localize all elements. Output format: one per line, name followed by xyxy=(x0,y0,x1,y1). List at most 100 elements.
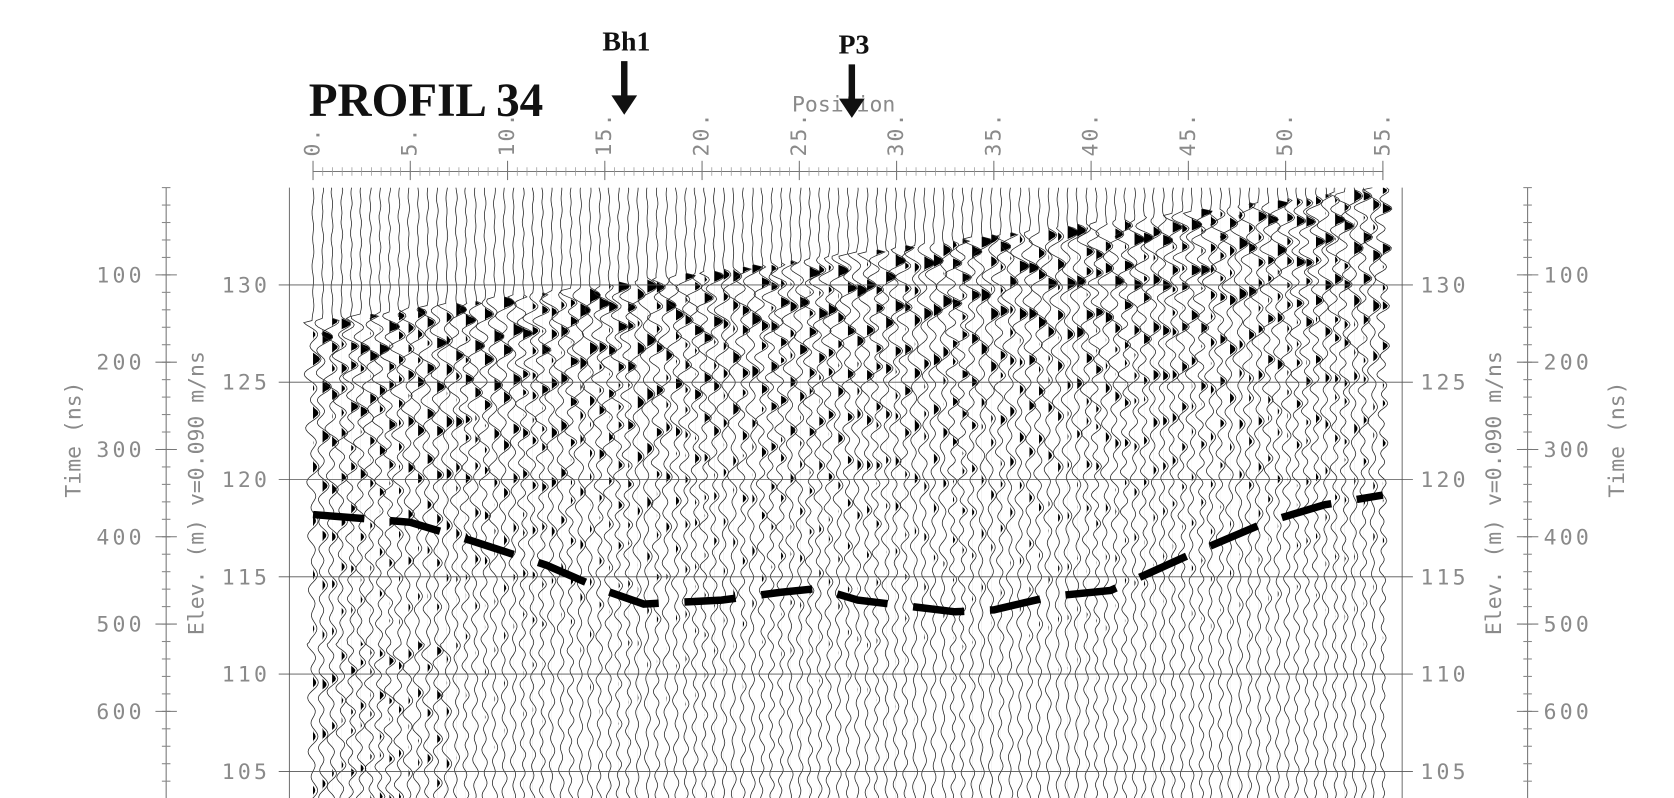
x-tick-label: 25. xyxy=(787,111,812,156)
trace xyxy=(1317,188,1334,798)
y2-tick-label-right: 200 xyxy=(1544,351,1592,376)
trace-fill xyxy=(1297,188,1305,798)
trace xyxy=(468,188,485,798)
trace-fill xyxy=(1354,188,1362,798)
y-tick-label: 120 xyxy=(222,468,270,493)
x-tick-label: 30. xyxy=(884,111,909,156)
y2-tick-label: 500 xyxy=(96,613,144,638)
y2-tick-label: 200 xyxy=(96,351,144,376)
x-tick-label: 10. xyxy=(495,111,520,156)
trace-fill xyxy=(647,188,656,798)
trace-fill xyxy=(819,188,827,798)
trace-fill xyxy=(1249,188,1256,798)
trace xyxy=(868,188,885,798)
trace-fill xyxy=(705,188,713,798)
trace-fill xyxy=(676,188,684,798)
trace xyxy=(552,188,570,798)
trace-fill xyxy=(1211,188,1216,798)
x-tick-label: 5. xyxy=(398,126,423,156)
trace-fill xyxy=(666,188,675,798)
trace-fill xyxy=(1115,188,1123,798)
trace-fill xyxy=(533,188,539,798)
trace xyxy=(992,188,1011,798)
trace xyxy=(848,188,867,798)
trace xyxy=(1172,188,1190,798)
y2-tick-label-right: 400 xyxy=(1544,525,1592,550)
trace xyxy=(1230,188,1248,798)
y-tick-label-right: 120 xyxy=(1420,468,1468,493)
trace-fill xyxy=(590,188,600,798)
trace-fill xyxy=(1134,188,1144,798)
x-tick-label: 40. xyxy=(1079,111,1104,156)
trace-fill xyxy=(991,188,998,798)
trace xyxy=(744,188,762,798)
trace xyxy=(487,188,504,798)
x-tick-label: 20. xyxy=(689,111,714,156)
trace xyxy=(904,188,921,798)
trace xyxy=(315,188,333,798)
trace xyxy=(611,188,629,798)
y-tick-label-right: 110 xyxy=(1420,663,1468,688)
trace-fill xyxy=(838,188,848,798)
y-tick-label: 110 xyxy=(222,663,270,688)
trace-fill xyxy=(1240,188,1248,798)
trace xyxy=(370,188,389,798)
trace xyxy=(1249,188,1267,798)
trace-fill xyxy=(1125,188,1133,798)
trace xyxy=(620,188,637,798)
trace xyxy=(457,188,476,798)
y-tick-label: 130 xyxy=(222,273,270,298)
trace xyxy=(1201,188,1218,798)
y2-tick-label-right: 300 xyxy=(1544,438,1592,463)
page: {"chart_data": { "type": "radargram", "t… xyxy=(0,0,1674,798)
x-tick-label: 50. xyxy=(1273,111,1298,156)
y-tick-label: 115 xyxy=(222,565,270,590)
trace xyxy=(782,188,798,798)
trace-fill xyxy=(695,188,703,798)
trace-fill xyxy=(638,188,645,798)
trace-fill xyxy=(1287,188,1293,798)
trace xyxy=(560,188,579,798)
trace-fill xyxy=(609,188,617,798)
trace-fill xyxy=(1259,188,1267,798)
trace-fill xyxy=(791,188,797,798)
y-tick-label-right: 125 xyxy=(1420,371,1468,396)
trace-fill xyxy=(380,188,389,798)
trace xyxy=(476,188,494,798)
trace xyxy=(1306,188,1325,798)
trace xyxy=(1289,188,1306,798)
trace xyxy=(351,188,370,798)
trace-fill xyxy=(351,188,358,798)
trace xyxy=(600,188,618,798)
trace-fill xyxy=(1144,188,1153,798)
trace xyxy=(333,188,351,798)
trace-fill xyxy=(982,188,992,798)
trace xyxy=(1087,188,1104,798)
trace xyxy=(362,188,379,798)
trace xyxy=(304,188,321,798)
trace xyxy=(1211,188,1228,798)
traces xyxy=(304,188,1392,798)
trace-fill xyxy=(877,188,884,798)
trace xyxy=(839,188,857,798)
trace xyxy=(973,188,991,798)
x-tick-label: 35. xyxy=(981,111,1006,156)
y2-tick-label-right: 100 xyxy=(1544,263,1592,288)
x-tick-label: 55. xyxy=(1370,111,1395,156)
annotation-label: Bh1 xyxy=(602,26,650,57)
y-tick-label-right: 115 xyxy=(1420,565,1468,590)
trace xyxy=(1001,188,1018,798)
trace-fill xyxy=(848,188,857,798)
y-tick-label-right: 130 xyxy=(1420,273,1468,298)
trace-fill xyxy=(1220,188,1226,798)
trace xyxy=(791,188,810,798)
chart: PROFIL 34 Position Time (ns) Time (ns) E… xyxy=(0,0,1674,798)
y2-axis-label: Time (ns) xyxy=(61,381,86,497)
trace-fill xyxy=(1010,188,1017,798)
trace xyxy=(858,188,876,798)
y2-tick-label: 300 xyxy=(96,438,144,463)
trace xyxy=(342,188,359,798)
trace xyxy=(639,188,658,798)
x-tick-label: 45. xyxy=(1176,111,1201,156)
trace xyxy=(322,188,339,798)
